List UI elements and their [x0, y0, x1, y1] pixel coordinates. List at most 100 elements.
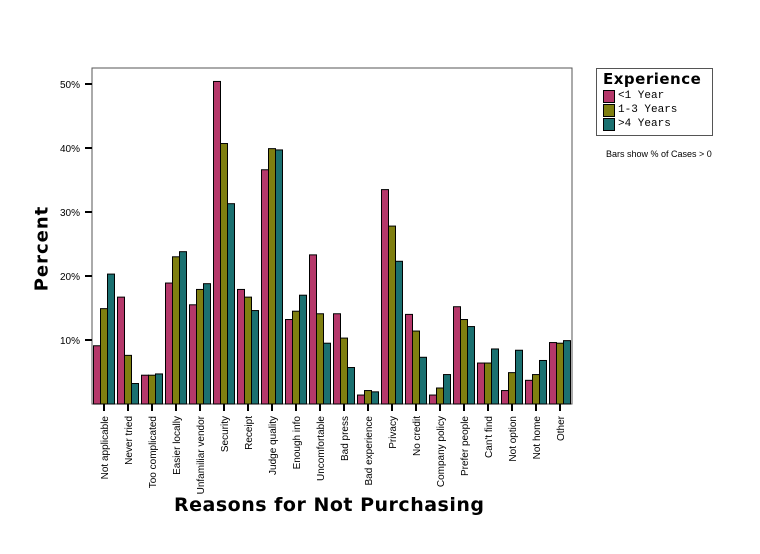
bar [117, 296, 125, 405]
bar [539, 359, 547, 405]
legend: Experience <1 Year 1-3 Years >4 Years [596, 68, 713, 136]
y-tick-label: 20% [60, 272, 80, 283]
legend-swatch [603, 103, 615, 117]
bar [292, 310, 300, 405]
x-tick-label: Unfamiliar vendor [196, 415, 207, 494]
x-tick-label: Not applicable [100, 416, 111, 480]
bar [508, 372, 516, 405]
bar [299, 294, 307, 405]
x-tick-label: Can't find [484, 416, 495, 458]
x-tick-label: Other [556, 415, 567, 441]
bar [196, 288, 204, 405]
legend-label: 1-3 Years [618, 104, 678, 116]
bar [131, 383, 139, 405]
bar [237, 288, 245, 405]
bar [275, 149, 283, 405]
bar [93, 345, 101, 405]
y-axis-label: Percent [31, 205, 53, 292]
bar [460, 319, 468, 405]
x-tick-label: Bad experience [364, 416, 375, 486]
legend-item-lt1: <1 Year [603, 89, 665, 103]
x-tick-label: Easier locally [172, 416, 183, 475]
bar [165, 282, 173, 405]
bar [100, 308, 108, 405]
bar [532, 374, 540, 405]
bar [261, 169, 269, 405]
x-tick-label: Prefer people [460, 416, 471, 476]
x-tick-label: Uncomfortable [316, 416, 327, 481]
x-tick-label: Receipt [244, 416, 255, 450]
bar [189, 304, 197, 405]
x-tick-label: Not home [532, 416, 543, 460]
x-tick-label: No credit [412, 416, 423, 456]
bar [285, 319, 293, 405]
bar [477, 362, 485, 405]
legend-swatch [603, 117, 615, 131]
bar [333, 313, 341, 405]
x-tick-label: Not option [508, 416, 519, 462]
x-tick-label: Enough info [292, 416, 303, 470]
bar [563, 340, 571, 405]
bar [364, 390, 372, 405]
x-tick-label: Privacy [388, 416, 399, 449]
y-tick-label: 10% [60, 336, 80, 347]
bar [405, 313, 413, 405]
plot-area: 10% 20% 30% 40% 50% Not applicable Never tried… [60, 67, 573, 494]
chart-note: Bars show % of Cases > 0 [606, 149, 712, 159]
bar [124, 354, 132, 405]
bar [429, 394, 437, 405]
bar [419, 356, 427, 405]
bar [213, 80, 221, 405]
plot-frame [91, 67, 573, 405]
x-tick-label: Judge quality [268, 416, 279, 475]
bar [203, 283, 211, 405]
bar [323, 342, 331, 405]
bar [316, 313, 324, 405]
x-axis-label: Reasons for Not Purchasing [174, 494, 485, 516]
x-tick-label: Company policy [436, 416, 447, 487]
bar [453, 306, 461, 405]
bar [251, 310, 259, 405]
bar [436, 387, 444, 405]
bar [549, 342, 557, 405]
legend-label: <1 Year [618, 90, 665, 102]
x-tick-label: Too complicated [148, 416, 159, 488]
bar [395, 260, 403, 405]
bar [484, 362, 492, 405]
bar [556, 342, 564, 405]
legend-title: Experience [603, 70, 702, 88]
bar [388, 225, 396, 405]
legend-swatch [603, 89, 615, 103]
bar [412, 330, 420, 405]
bar [491, 348, 499, 405]
legend-label: >4 Years [618, 118, 671, 130]
bar [155, 373, 163, 405]
x-tick-label: Never tried [124, 416, 135, 465]
bar [141, 374, 149, 405]
y-tick-label: 40% [60, 144, 80, 155]
y-tick-label: 50% [60, 80, 80, 91]
bar [525, 379, 533, 405]
bar [107, 273, 115, 405]
bar [340, 337, 348, 405]
bar [357, 394, 365, 405]
x-tick-label: Bad press [340, 416, 351, 461]
legend-item-1to3: 1-3 Years [603, 103, 678, 117]
bar [309, 254, 317, 405]
bar [347, 367, 355, 405]
bar [172, 256, 180, 405]
y-tick-label: 30% [60, 208, 80, 219]
bar [244, 296, 252, 405]
legend-item-gt4: >4 Years [603, 117, 671, 131]
x-tick-label: Security [220, 416, 231, 452]
bar [268, 148, 276, 405]
bar [381, 189, 389, 405]
bar [371, 391, 379, 405]
bar [467, 326, 475, 405]
bar [227, 203, 235, 405]
bar [501, 390, 509, 405]
bar [220, 143, 228, 405]
bar [443, 374, 451, 405]
bar [148, 374, 156, 405]
